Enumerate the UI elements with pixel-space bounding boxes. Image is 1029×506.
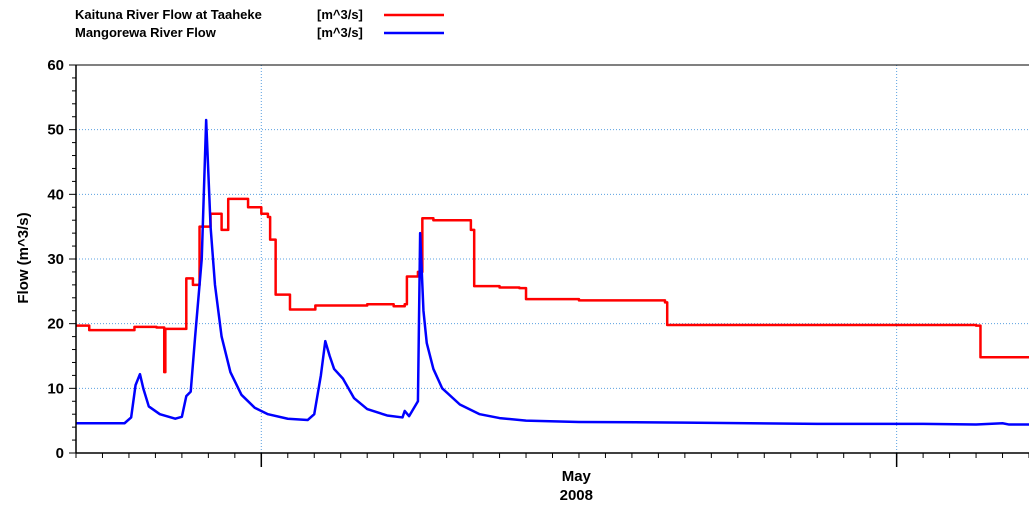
series-line-mangorewa xyxy=(76,118,1029,426)
series-line-kaituna xyxy=(76,197,1029,374)
legend-series-name: Kaituna River Flow at Taaheke xyxy=(75,7,262,22)
y-tick-label: 50 xyxy=(47,122,64,139)
legend-series-unit: [m^3/s] xyxy=(317,7,363,22)
x-tick-label-month: May xyxy=(562,468,592,485)
x-tick-label-year: 2008 xyxy=(560,487,593,504)
y-tick-label: 10 xyxy=(47,380,64,397)
y-tick-label: 30 xyxy=(47,251,64,268)
chart-series xyxy=(76,118,1029,426)
legend-series-name: Mangorewa River Flow xyxy=(75,25,217,40)
legend-series-unit: [m^3/s] xyxy=(317,25,363,40)
chart-legend: Kaituna River Flow at Taaheke [m^3/s] Mang… xyxy=(75,7,444,40)
y-tick-label: 0 xyxy=(56,445,64,462)
y-tick-label: 20 xyxy=(47,316,64,333)
x-axis-ticks: May 2008 xyxy=(75,453,1029,504)
chart-grid xyxy=(76,65,1029,453)
y-tick-label: 40 xyxy=(47,186,64,203)
y-axis-label: Flow (m^3/s) xyxy=(15,212,32,303)
y-axis-ticks: 0 10 20 30 40 50 60 xyxy=(47,57,76,462)
y-tick-label: 60 xyxy=(47,57,64,74)
